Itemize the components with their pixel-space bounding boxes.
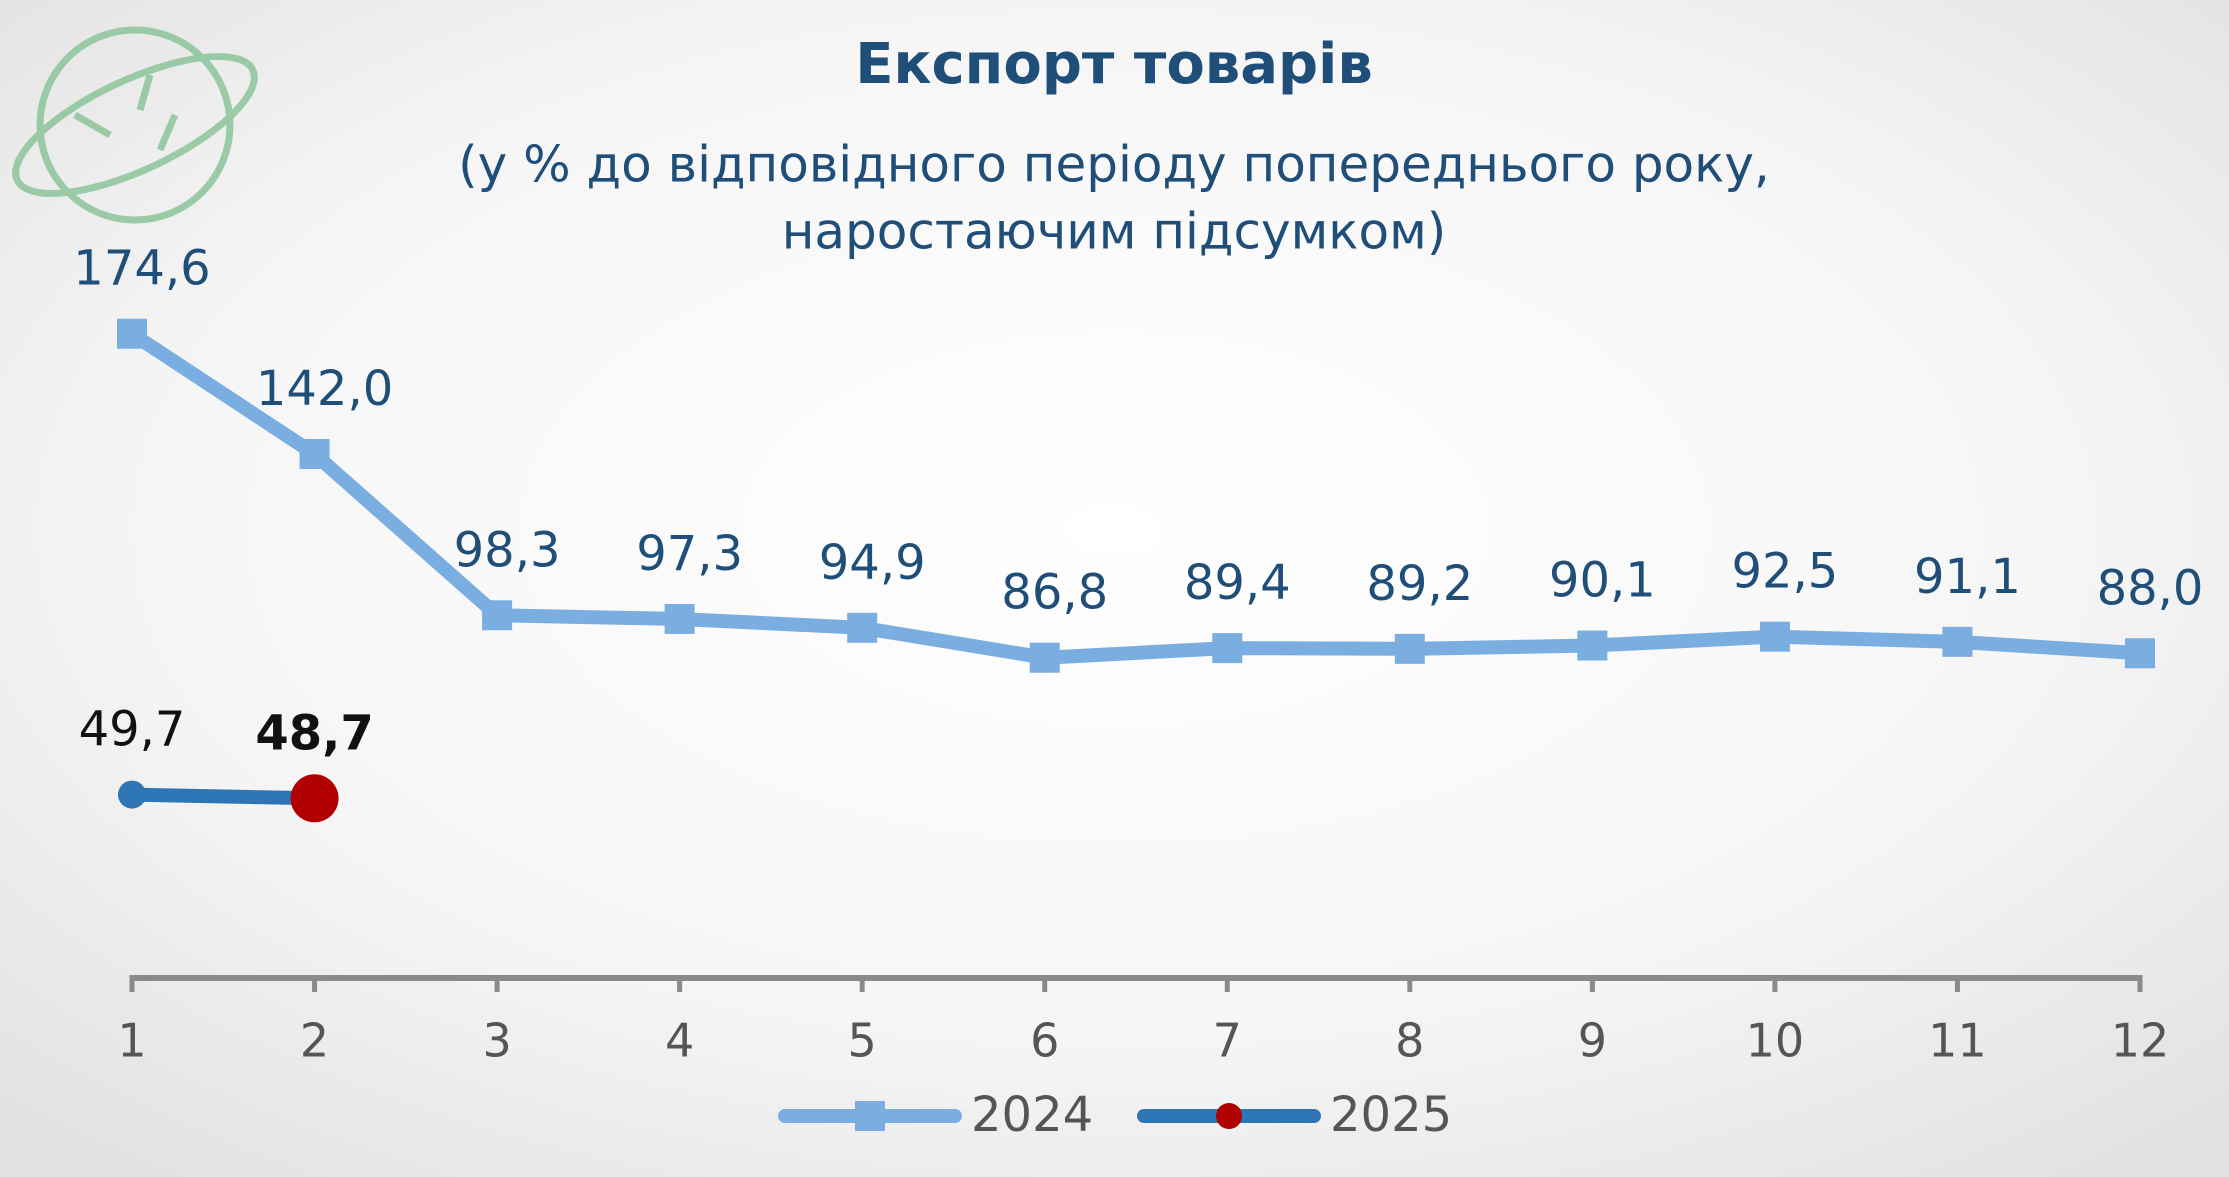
x-tick-label: 12 bbox=[2111, 1014, 2170, 1068]
point-marker bbox=[290, 774, 339, 823]
point-marker bbox=[847, 612, 878, 643]
x-tick-label: 5 bbox=[848, 1014, 877, 1068]
data-label: 142,0 bbox=[256, 361, 393, 417]
x-tick-label: 8 bbox=[1395, 1014, 1424, 1068]
data-label: 89,2 bbox=[1366, 556, 1473, 612]
legend-label: 2024 bbox=[971, 1087, 1093, 1143]
x-tick-label: 11 bbox=[1928, 1014, 1987, 1068]
point-marker bbox=[1577, 630, 1608, 661]
data-label: 89,4 bbox=[1184, 555, 1291, 611]
point-marker bbox=[1029, 642, 1060, 673]
point-marker bbox=[664, 603, 695, 634]
x-tick-label: 6 bbox=[1030, 1014, 1059, 1068]
legend-marker bbox=[1216, 1103, 1242, 1129]
legend-label: 2025 bbox=[1330, 1087, 1452, 1143]
chart-subtitle: наростаючим підсумком) bbox=[782, 203, 1447, 261]
data-label: 49,7 bbox=[79, 702, 186, 758]
x-tick-label: 1 bbox=[117, 1014, 146, 1068]
x-tick-label: 7 bbox=[1213, 1014, 1242, 1068]
series-line bbox=[125, 326, 2147, 665]
data-label: 92,5 bbox=[1731, 544, 1838, 600]
x-tick-label: 10 bbox=[1746, 1014, 1805, 1068]
point-marker bbox=[1212, 633, 1243, 664]
data-label: 48,7 bbox=[255, 705, 373, 761]
point-marker bbox=[1759, 621, 1790, 652]
point-marker bbox=[2125, 638, 2155, 669]
point-marker bbox=[299, 439, 330, 470]
data-label: 91,1 bbox=[1914, 549, 2021, 605]
series-line bbox=[125, 787, 322, 806]
data-label: 97,3 bbox=[636, 526, 743, 582]
x-tick-label: 4 bbox=[665, 1014, 694, 1068]
legend-marker bbox=[855, 1101, 885, 1131]
x-tick-label: 9 bbox=[1578, 1014, 1607, 1068]
point-marker bbox=[118, 780, 146, 809]
data-label: 174,6 bbox=[73, 241, 210, 297]
point-marker bbox=[1942, 626, 1973, 657]
data-label: 94,9 bbox=[819, 535, 926, 591]
data-label: 88,0 bbox=[2097, 560, 2204, 616]
point-marker bbox=[1394, 633, 1425, 664]
data-label: 86,8 bbox=[1001, 565, 1108, 621]
x-tick-label: 3 bbox=[482, 1014, 511, 1068]
data-label: 90,1 bbox=[1549, 553, 1656, 609]
x-tick-label: 2 bbox=[300, 1014, 329, 1068]
point-marker bbox=[117, 318, 147, 349]
point-marker bbox=[482, 600, 513, 631]
chart-subtitle: (у % до відповідного періоду попередньог… bbox=[458, 136, 1770, 194]
logo bbox=[12, 26, 258, 224]
data-label: 98,3 bbox=[454, 522, 561, 578]
chart-title: Експорт товарів bbox=[855, 32, 1373, 97]
